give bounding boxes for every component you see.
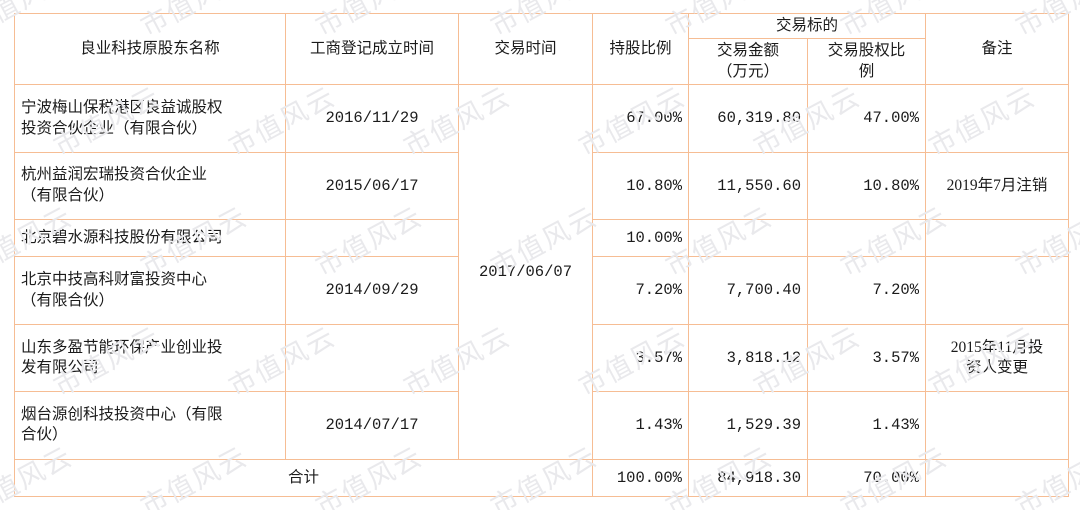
header-row-top: 良业科技原股东名称 工商登记成立时间 交易时间 持股比例 交易标的 备注	[14, 12, 1070, 86]
remark-line-1: 2015年11月投	[950, 338, 1044, 356]
cell-registration-date: 2015/06/17	[285, 151, 459, 221]
cell-transaction-equity-ratio: 10.80%	[806, 151, 927, 221]
cell-transaction-amount	[688, 219, 808, 258]
cell-registration-date	[285, 219, 459, 258]
cell-transaction-amount: 11,550.60	[688, 151, 808, 221]
cell-transaction-amount: 1,529.39	[688, 391, 808, 460]
header-shareholder-name: 良业科技原股东名称	[14, 12, 286, 86]
header-transaction-target: 交易标的	[687, 12, 927, 40]
header-transaction-date: 交易时间	[458, 12, 593, 86]
cell-transaction-equity-ratio: 3.57%	[806, 323, 927, 393]
cell-holding-ratio: 67.00%	[592, 84, 689, 153]
cell-remark: 2019年7月注销	[925, 151, 1070, 221]
cell-remark: 2015年11月投 资人变更	[925, 323, 1070, 393]
cell-transaction-equity-ratio: 7.20%	[806, 256, 927, 325]
cell-holding-ratio: 7.20%	[592, 256, 689, 325]
cell-total-equity-ratio: 70.00%	[806, 458, 927, 498]
cell-transaction-equity-ratio: 1.43%	[806, 391, 927, 460]
remark-line-2: 资人变更	[966, 359, 1029, 377]
cell-remark	[925, 391, 1070, 460]
table-row: 烟台源创科技投资中心（有限 合伙） 2014/07/17 1.43% 1,529…	[14, 391, 1070, 460]
cell-shareholder-name: 北京中技高科财富投资中心 （有限合伙）	[14, 256, 286, 325]
cell-total-label: 合计	[14, 458, 593, 498]
name-line-1: 北京碧水源科技股份有限公司	[21, 229, 223, 247]
cell-shareholder-name: 山东多盈节能环保产业创业投 发有限公司	[14, 323, 286, 393]
cell-transaction-equity-ratio: 47.00%	[806, 84, 927, 153]
cell-registration-date: 2014/09/29	[285, 256, 459, 325]
table-header: 良业科技原股东名称 工商登记成立时间 交易时间 持股比例 交易标的 备注 交易金…	[14, 12, 1070, 86]
header-transaction-equity-ratio: 交易股权比 例	[806, 38, 927, 86]
table-row: 宁波梅山保税港区良益诚股权 投资合伙企业（有限合伙） 2016/11/29 20…	[14, 84, 1070, 460]
table-row: 北京碧水源科技股份有限公司 10.00%	[14, 219, 1070, 258]
cell-transaction-amount: 60,319.80	[688, 84, 808, 153]
header-transaction-amount-line2: （万元）	[716, 62, 779, 80]
table-row: 杭州益润宏瑞投资合伙企业 （有限合伙） 2015/06/17 10.80% 11…	[14, 151, 1070, 221]
name-line-2: （有限合伙）	[21, 186, 115, 204]
header-holding-ratio: 持股比例	[592, 12, 689, 86]
name-line-2: 发有限公司	[21, 359, 99, 377]
name-line-2: 投资合伙企业（有限合伙）	[21, 119, 208, 137]
cell-holding-ratio: 1.43%	[592, 391, 689, 460]
table-row: 北京中技高科财富投资中心 （有限合伙） 2014/09/29 7.20% 7,7…	[14, 256, 1070, 325]
cell-registration-date	[285, 323, 459, 393]
header-registration-date: 工商登记成立时间	[285, 12, 459, 86]
cell-shareholder-name: 宁波梅山保税港区良益诚股权 投资合伙企业（有限合伙）	[14, 84, 286, 153]
cell-remark	[925, 84, 1070, 153]
header-transaction-amount-line1: 交易金额	[716, 42, 779, 60]
cell-shareholder-name: 杭州益润宏瑞投资合伙企业 （有限合伙）	[14, 151, 286, 221]
cell-total-remark	[925, 458, 1070, 498]
cell-shareholder-name: 烟台源创科技投资中心（有限 合伙）	[14, 391, 286, 460]
cell-transaction-equity-ratio	[806, 219, 927, 258]
name-line-2: 合伙）	[21, 426, 68, 444]
name-line-1: 烟台源创科技投资中心（有限	[21, 405, 223, 423]
table-body: 宁波梅山保税港区良益诚股权 投资合伙企业（有限合伙） 2016/11/29 20…	[14, 84, 1070, 498]
cell-total-amount: 84,918.30	[688, 458, 808, 498]
header-transaction-amount: 交易金额 （万元）	[688, 38, 808, 86]
cell-registration-date: 2016/11/29	[285, 84, 459, 153]
name-line-1: 北京中技高科财富投资中心	[21, 271, 208, 289]
cell-holding-ratio: 10.80%	[592, 151, 689, 221]
header-remarks: 备注	[925, 12, 1070, 86]
header-transaction-equity-ratio-line2: 例	[858, 62, 875, 80]
cell-transaction-amount: 3,818.12	[688, 323, 808, 393]
header-transaction-equity-ratio-line1: 交易股权比	[827, 42, 906, 60]
cell-total-holding-ratio: 100.00%	[592, 458, 689, 498]
name-line-1: 宁波梅山保税港区良益诚股权	[21, 99, 223, 117]
name-line-1: 杭州益润宏瑞投资合伙企业	[21, 166, 208, 184]
header-row-sub: 交易金额 （万元） 交易股权比 例	[15, 38, 1069, 86]
cell-holding-ratio: 10.00%	[592, 219, 689, 258]
cell-remark	[925, 219, 1070, 258]
shareholder-transaction-table: 良业科技原股东名称 工商登记成立时间 交易时间 持股比例 交易标的 备注 交易金…	[14, 12, 1070, 498]
cell-remark	[925, 256, 1070, 325]
cell-holding-ratio: 3.57%	[592, 323, 689, 393]
cell-transaction-amount: 7,700.40	[688, 256, 808, 325]
cell-registration-date: 2014/07/17	[285, 391, 459, 460]
table-row-total: 合计 100.00% 84,918.30 70.00%	[14, 458, 1070, 498]
name-line-2: （有限合伙）	[21, 291, 115, 309]
shareholder-transaction-table-container: 良业科技原股东名称 工商登记成立时间 交易时间 持股比例 交易标的 备注 交易金…	[14, 12, 1070, 498]
cell-shareholder-name: 北京碧水源科技股份有限公司	[14, 219, 286, 258]
name-line-1: 山东多盈节能环保产业创业投	[21, 338, 223, 356]
cell-transaction-date-merged: 2017/06/07	[458, 84, 593, 460]
